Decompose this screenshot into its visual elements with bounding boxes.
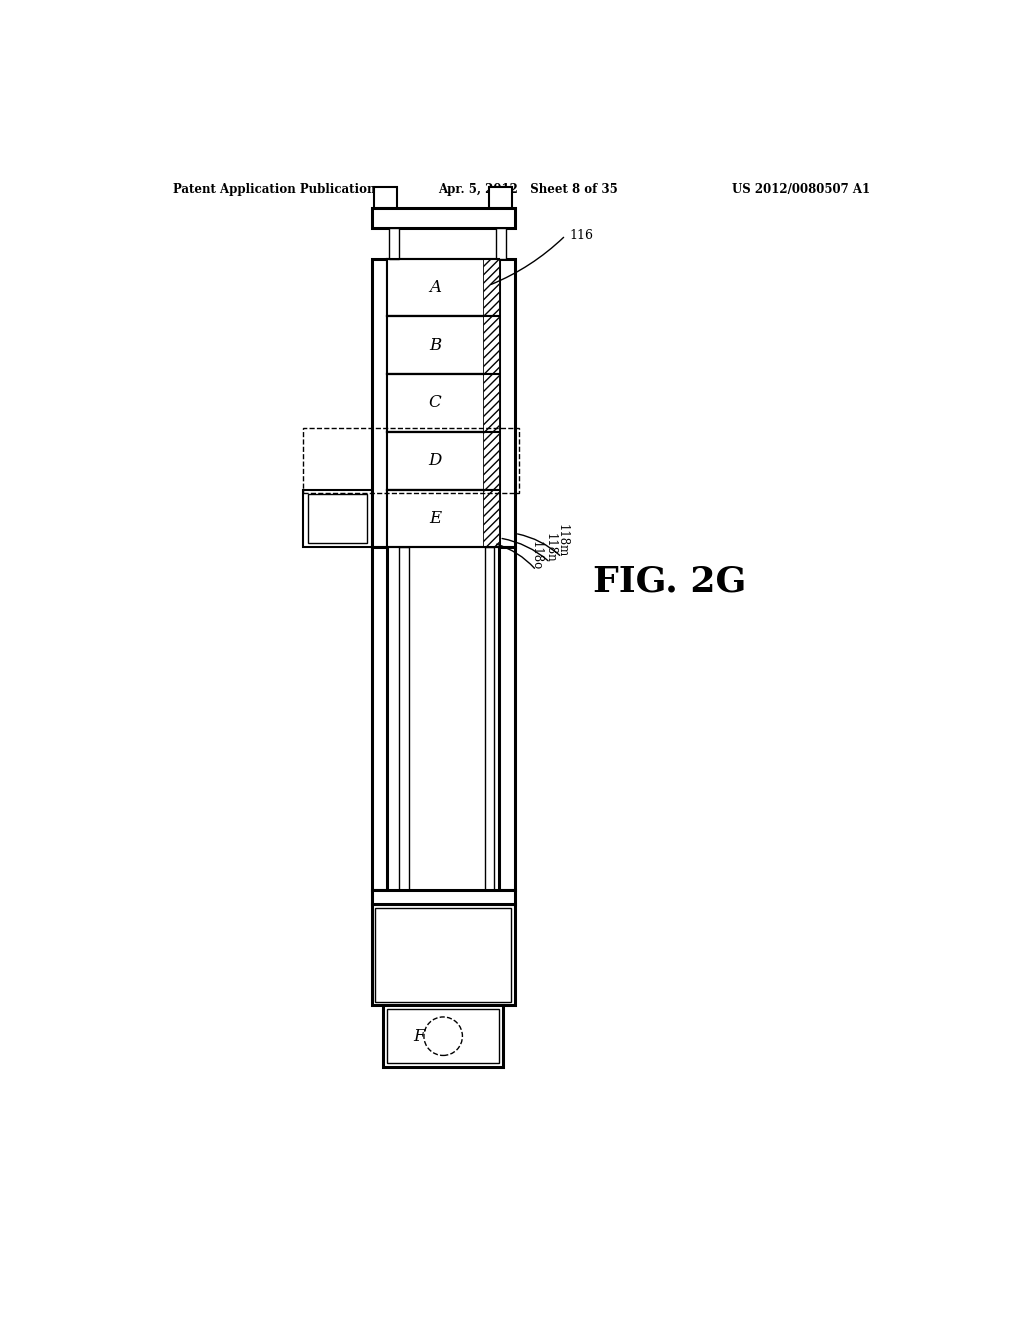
Bar: [374, 187, 397, 209]
Bar: [500, 548, 515, 890]
Text: 118m: 118m: [555, 524, 568, 557]
Text: 116: 116: [569, 228, 594, 242]
Bar: [484, 548, 494, 890]
Bar: [372, 259, 387, 548]
Bar: [387, 374, 500, 432]
Text: D: D: [428, 453, 441, 469]
Bar: [399, 259, 409, 548]
Text: E: E: [429, 510, 441, 527]
Bar: [496, 228, 506, 259]
Text: F: F: [413, 1028, 424, 1044]
Bar: [483, 490, 499, 548]
Text: A: A: [429, 279, 441, 296]
Bar: [483, 259, 499, 317]
Bar: [500, 259, 515, 548]
Bar: [484, 259, 494, 548]
Bar: [376, 908, 511, 1002]
Bar: [383, 1006, 503, 1067]
Bar: [388, 228, 399, 259]
Bar: [303, 428, 518, 494]
Text: FIG. 2G: FIG. 2G: [593, 565, 746, 599]
Bar: [387, 1010, 500, 1063]
Text: B: B: [429, 337, 441, 354]
Bar: [387, 259, 500, 317]
Bar: [483, 432, 499, 490]
Bar: [372, 548, 387, 890]
Text: US 2012/0080507 A1: US 2012/0080507 A1: [731, 183, 869, 197]
Bar: [489, 187, 512, 209]
Bar: [307, 494, 367, 543]
Text: 118o: 118o: [529, 541, 543, 570]
Bar: [387, 317, 500, 374]
Text: Patent Application Publication: Patent Application Publication: [173, 183, 376, 197]
Text: C: C: [429, 395, 441, 412]
Bar: [387, 490, 500, 548]
Bar: [303, 490, 372, 548]
Text: Apr. 5, 2012   Sheet 8 of 35: Apr. 5, 2012 Sheet 8 of 35: [438, 183, 618, 197]
Bar: [399, 548, 409, 890]
Bar: [372, 209, 515, 227]
Bar: [372, 890, 515, 904]
Bar: [483, 317, 499, 374]
Bar: [483, 374, 499, 432]
Text: 118n: 118n: [544, 533, 557, 562]
Bar: [372, 904, 515, 1006]
Bar: [387, 432, 500, 490]
